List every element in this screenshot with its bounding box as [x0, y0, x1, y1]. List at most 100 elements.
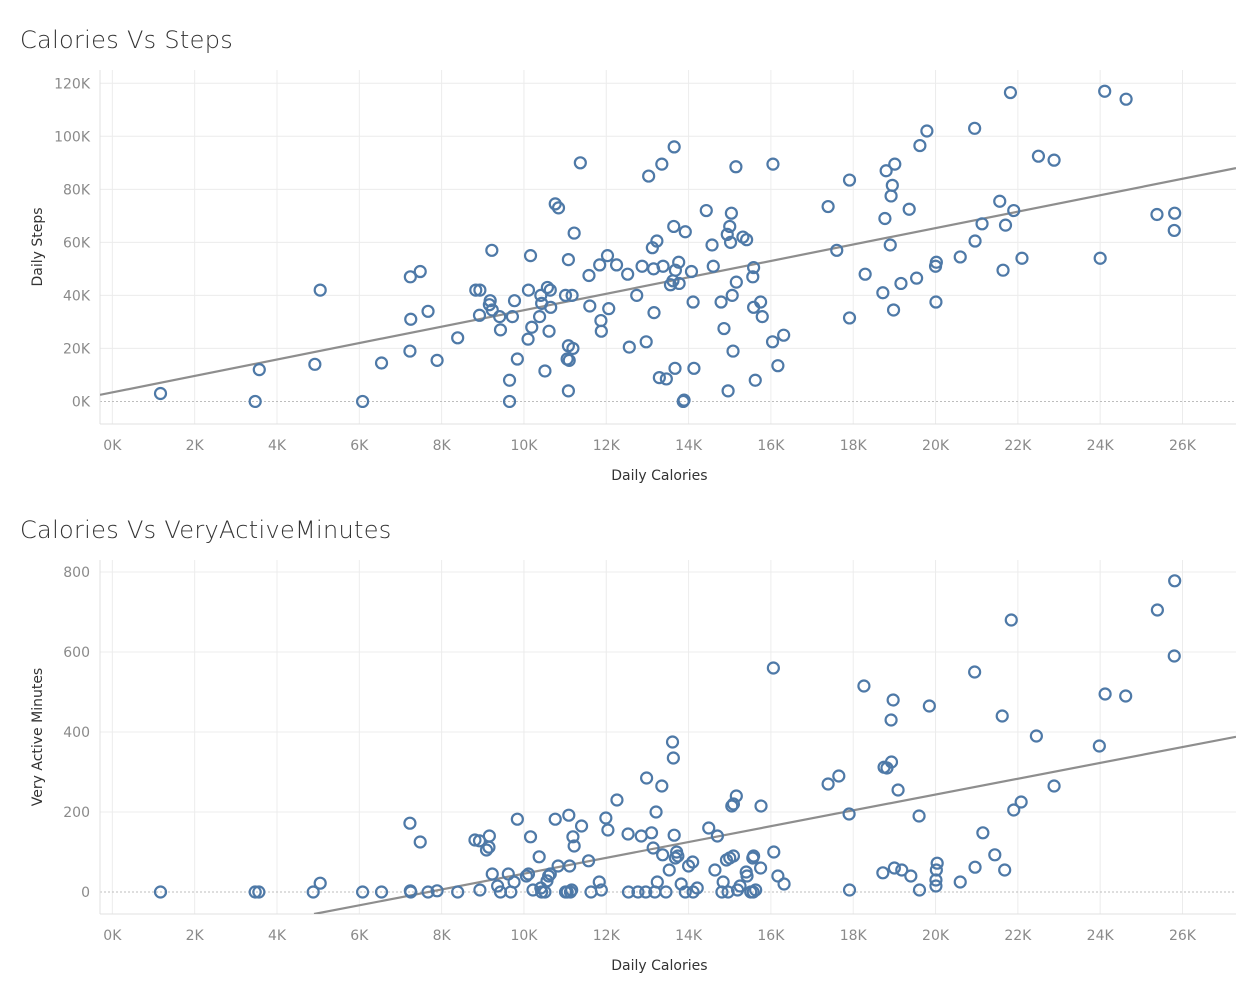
data-point: [953, 875, 967, 889]
data-point: [561, 252, 575, 267]
data-point: [502, 373, 517, 387]
data-point: [567, 226, 581, 240]
data-point: [313, 283, 327, 297]
y-tick-label: 80K: [63, 182, 91, 198]
data-point: [403, 344, 417, 358]
data-point: [644, 826, 659, 840]
data-point: [1029, 729, 1043, 743]
data-point: [652, 370, 666, 385]
data-point: [976, 826, 990, 840]
data-point: [521, 867, 536, 881]
data-point: [594, 324, 608, 338]
x-tick-label: 24K: [1087, 928, 1115, 944]
data-point: [565, 883, 579, 897]
data-point: [821, 777, 835, 791]
data-point: [1098, 687, 1112, 701]
data-point: [525, 320, 539, 334]
data-point: [610, 793, 624, 807]
data-point: [646, 841, 660, 855]
data-point: [413, 264, 427, 279]
data-point: [479, 843, 494, 857]
data-point: [621, 885, 636, 899]
data-point: [975, 217, 989, 231]
y-tick-label: 20K: [63, 341, 91, 357]
data-point: [930, 856, 944, 870]
x-tick-label: 20K: [922, 438, 950, 454]
data-point: [1150, 603, 1164, 617]
data-point: [563, 859, 577, 873]
data-point: [968, 121, 982, 135]
x-tick-label: 10K: [510, 438, 538, 454]
data-point: [884, 713, 898, 727]
data-point: [1098, 84, 1112, 98]
data-point: [895, 863, 909, 877]
data-point: [1007, 203, 1021, 218]
x-tick-label: 22K: [1004, 928, 1032, 944]
data-point: [929, 879, 943, 893]
y-tick-label: 0: [81, 885, 90, 901]
data-point: [1014, 795, 1028, 809]
data-point: [717, 321, 731, 336]
data-point: [252, 363, 266, 377]
data-point: [659, 885, 673, 899]
data-point: [968, 234, 982, 248]
data-point: [583, 299, 597, 313]
data-point: [1092, 739, 1106, 753]
data-point: [659, 372, 673, 386]
data-point: [922, 699, 936, 713]
data-point: [562, 353, 576, 367]
data-point: [726, 797, 741, 811]
data-point: [740, 869, 754, 883]
data-point: [507, 875, 521, 889]
data-point: [473, 883, 487, 897]
data-point: [887, 861, 901, 875]
data-point: [561, 384, 575, 398]
data-point: [746, 885, 760, 899]
data-point: [599, 811, 613, 825]
data-point: [998, 863, 1012, 877]
data-point: [622, 340, 636, 354]
data-point: [699, 203, 713, 218]
x-tick-label: 4K: [268, 438, 287, 454]
data-point: [714, 295, 728, 309]
data-point: [413, 835, 427, 849]
x-tick-label: 14K: [675, 438, 703, 454]
data-point: [667, 219, 681, 234]
data-point: [473, 283, 487, 297]
data-point: [929, 295, 943, 309]
data-point: [702, 821, 716, 835]
data-point: [729, 275, 743, 289]
data-point: [542, 869, 556, 883]
data-point: [821, 199, 835, 214]
data-point: [667, 828, 681, 842]
data-point: [888, 157, 902, 171]
data-point: [153, 386, 168, 401]
data-point: [1168, 206, 1182, 220]
data-point: [920, 124, 934, 138]
data-point: [876, 866, 890, 880]
data-point: [910, 271, 924, 285]
data-point: [1119, 92, 1133, 106]
data-point: [574, 819, 589, 833]
x-tick-label: 8K: [433, 928, 452, 944]
data-point: [493, 323, 508, 337]
data-point: [548, 812, 562, 826]
data-point: [521, 332, 535, 346]
data-point: [573, 156, 587, 170]
data-point: [968, 665, 982, 679]
data-point: [472, 308, 487, 322]
data-point: [929, 863, 943, 877]
data-point: [687, 361, 701, 375]
data-point: [567, 839, 581, 853]
data-point: [526, 883, 540, 897]
y-tick-label: 120K: [54, 76, 91, 92]
data-point: [485, 303, 499, 317]
data-point: [540, 280, 555, 295]
data-point: [766, 661, 780, 675]
x-tick-label: 18K: [840, 438, 868, 454]
data-point: [248, 394, 262, 409]
data-point: [551, 201, 566, 215]
data-point: [502, 394, 517, 409]
data-point: [421, 885, 435, 899]
data-point: [755, 310, 769, 324]
